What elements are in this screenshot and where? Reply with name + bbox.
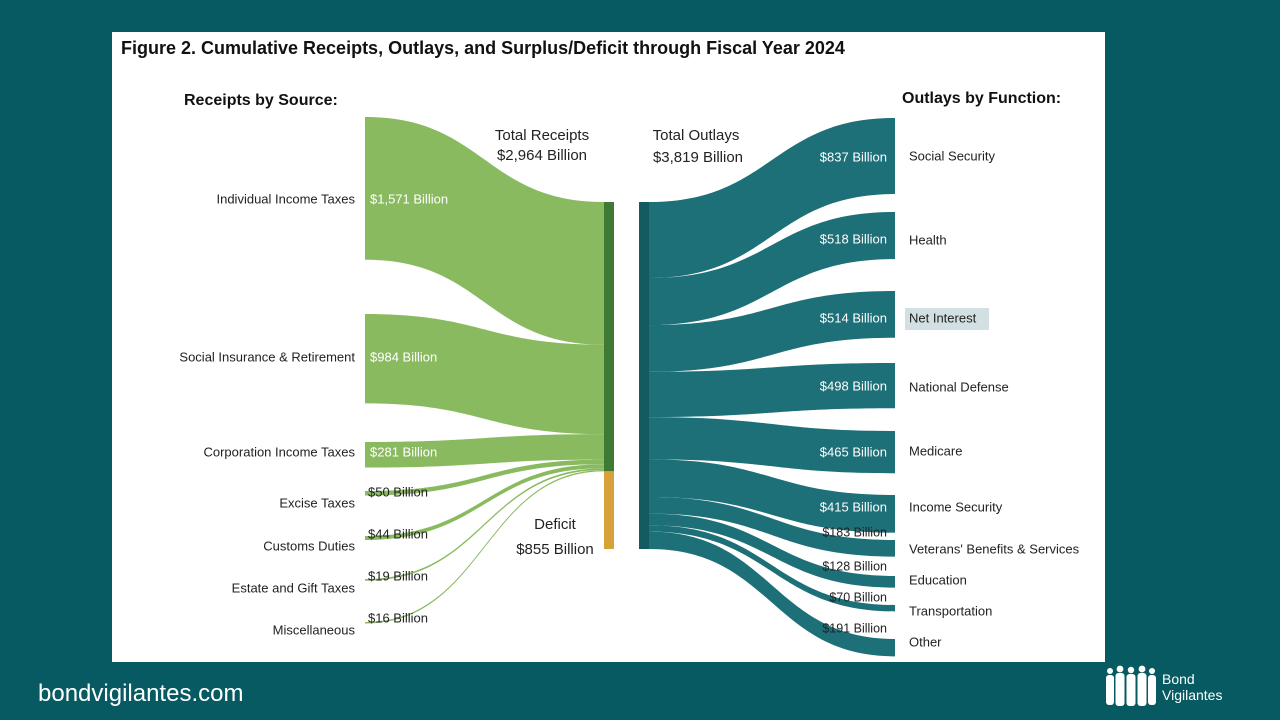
- receipt-label-estate-and-gift-taxes: Estate and Gift Taxes: [232, 580, 356, 595]
- outlay-value-social-security: $837 Billion: [820, 149, 887, 164]
- receipt-flow-social-insurance-retirement: [365, 314, 604, 435]
- total-outlays-label: Total Outlays: [653, 127, 740, 144]
- receipt-flow-estate-and-gift-taxes: [365, 468, 604, 581]
- receipt-value-corporation-income-taxes: $281 Billion: [370, 444, 437, 459]
- people-silhouette-icon: [1106, 665, 1156, 706]
- outlay-value-medicare: $465 Billion: [820, 444, 887, 459]
- total-receipts-value: $2,964 Billion: [497, 147, 587, 164]
- receipt-flow-individual-income-taxes: [365, 117, 604, 345]
- receipt-value-estate-and-gift-taxes: $19 Billion: [368, 568, 428, 583]
- total-outlays-value: $3,819 Billion: [653, 149, 743, 166]
- outlay-label-income-security: Income Security: [909, 499, 1003, 514]
- receipt-flow-miscellaneous: [365, 469, 604, 624]
- outlay-value-transportation: $70 Billion: [829, 590, 887, 604]
- receipt-value-customs-duties: $44 Billion: [368, 526, 428, 541]
- receipt-label-individual-income-taxes: Individual Income Taxes: [216, 191, 355, 206]
- outlay-label-medicare: Medicare: [909, 443, 962, 458]
- receipt-flow-corporation-income-taxes: [365, 434, 604, 468]
- total-receipts-bar: [604, 202, 614, 472]
- highlight-box: [905, 308, 989, 330]
- outlay-value-veterans-benefits-services: $183 Billion: [822, 525, 887, 539]
- outlay-value-education: $128 Billion: [822, 559, 887, 573]
- receipt-label-miscellaneous: Miscellaneous: [273, 622, 356, 637]
- outlay-value-other: $191 Billion: [822, 621, 887, 635]
- deficit-label: Deficit: [534, 516, 577, 533]
- outlay-flow-education: [649, 513, 895, 588]
- outlay-label-national-defense: National Defense: [909, 379, 1009, 394]
- outlay-value-health: $518 Billion: [820, 231, 887, 246]
- brand-line2: Vigilantes: [1162, 687, 1222, 703]
- outlay-flow-health: [649, 212, 895, 326]
- outlay-label-veterans-benefits-services: Veterans' Benefits & Services: [909, 541, 1080, 556]
- total-outlays-bar: [639, 202, 649, 549]
- outlay-flow-medicare: [649, 417, 895, 474]
- receipt-value-miscellaneous: $16 Billion: [368, 610, 428, 625]
- chart-panel: Figure 2. Cumulative Receipts, Outlays, …: [112, 32, 1105, 662]
- outlay-label-health: Health: [909, 232, 947, 247]
- receipt-flow-excise-taxes: [365, 459, 604, 496]
- outlay-flow-veterans-benefits-services: [649, 497, 895, 557]
- outlay-value-national-defense: $498 Billion: [820, 378, 887, 393]
- outlay-flow-net-interest: [649, 291, 895, 372]
- sankey-chart: Figure 2. Cumulative Receipts, Outlays, …: [121, 38, 1080, 657]
- outlay-label-social-security: Social Security: [909, 148, 995, 163]
- outlay-flow-transportation: [649, 525, 895, 612]
- receipt-label-excise-taxes: Excise Taxes: [279, 495, 355, 510]
- outlays-heading: Outlays by Function:: [902, 90, 1061, 107]
- outlay-label-net-interest: Net Interest: [909, 310, 977, 325]
- outlay-flow-social-security: [649, 118, 895, 279]
- receipts-heading: Receipts by Source:: [184, 92, 338, 109]
- deficit-value: $855 Billion: [516, 541, 594, 558]
- receipt-value-excise-taxes: $50 Billion: [368, 484, 428, 499]
- footer-url[interactable]: bondvigilantes.com: [38, 680, 244, 707]
- total-receipts-label: Total Receipts: [495, 127, 589, 144]
- outlay-flow-income-security: [649, 459, 895, 533]
- outlay-value-net-interest: $514 Billion: [820, 310, 887, 325]
- outlay-flow-national-defense: [649, 363, 895, 418]
- receipt-flow-customs-duties: [365, 464, 604, 540]
- brand-line1: Bond: [1162, 671, 1195, 687]
- outlay-value-income-security: $415 Billion: [820, 499, 887, 514]
- receipt-label-customs-duties: Customs Duties: [263, 538, 355, 553]
- outlay-label-education: Education: [909, 572, 967, 587]
- brand-logo: Bond Vigilantes: [1106, 665, 1222, 706]
- outlay-label-other: Other: [909, 634, 942, 649]
- deficit-bar: [604, 471, 614, 549]
- receipt-label-corporation-income-taxes: Corporation Income Taxes: [203, 444, 355, 459]
- outlay-flow-other: [649, 531, 895, 657]
- outlay-label-transportation: Transportation: [909, 603, 992, 618]
- receipt-value-social-insurance-retirement: $984 Billion: [370, 349, 437, 364]
- chart-title: Figure 2. Cumulative Receipts, Outlays, …: [121, 38, 845, 58]
- receipt-label-social-insurance-retirement: Social Insurance & Retirement: [179, 349, 355, 364]
- receipt-value-individual-income-taxes: $1,571 Billion: [370, 191, 448, 206]
